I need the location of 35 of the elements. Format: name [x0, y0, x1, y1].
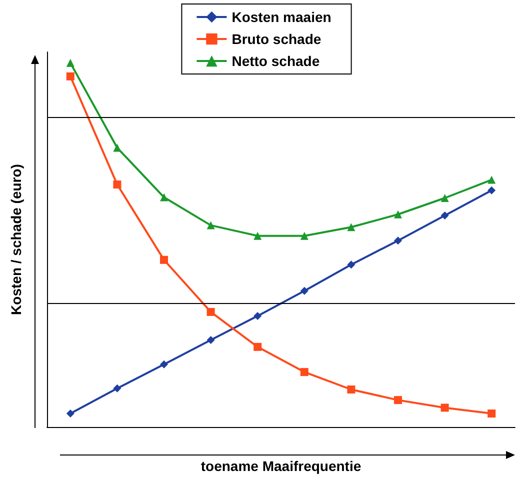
point — [206, 336, 215, 344]
legend-label: Kosten maaien — [232, 9, 332, 25]
point — [300, 232, 308, 240]
point — [66, 410, 74, 418]
point — [113, 384, 122, 392]
legend-label: Bruto schade — [232, 31, 322, 47]
point — [254, 342, 262, 351]
point — [160, 256, 168, 264]
point — [394, 396, 402, 404]
point — [394, 236, 402, 245]
point — [254, 312, 262, 320]
point — [300, 368, 308, 376]
point — [206, 221, 215, 230]
point — [160, 193, 168, 202]
point — [66, 58, 74, 67]
point — [160, 360, 168, 368]
point — [206, 308, 215, 316]
point — [488, 410, 496, 418]
point — [440, 404, 449, 412]
point — [300, 286, 308, 295]
legend-label: Netto schade — [232, 53, 320, 69]
point — [113, 180, 122, 189]
point — [66, 72, 74, 80]
point — [347, 260, 356, 269]
point — [488, 186, 496, 194]
point — [440, 211, 449, 220]
point — [347, 386, 356, 394]
point — [394, 210, 402, 218]
point — [440, 194, 449, 202]
point — [347, 223, 356, 232]
point — [113, 144, 122, 152]
x-axis-title: toename Maaifrequentie — [200, 458, 362, 474]
point — [488, 176, 496, 184]
point — [254, 232, 262, 240]
y-axis-title: Kosten / schade (euro) — [8, 164, 24, 315]
